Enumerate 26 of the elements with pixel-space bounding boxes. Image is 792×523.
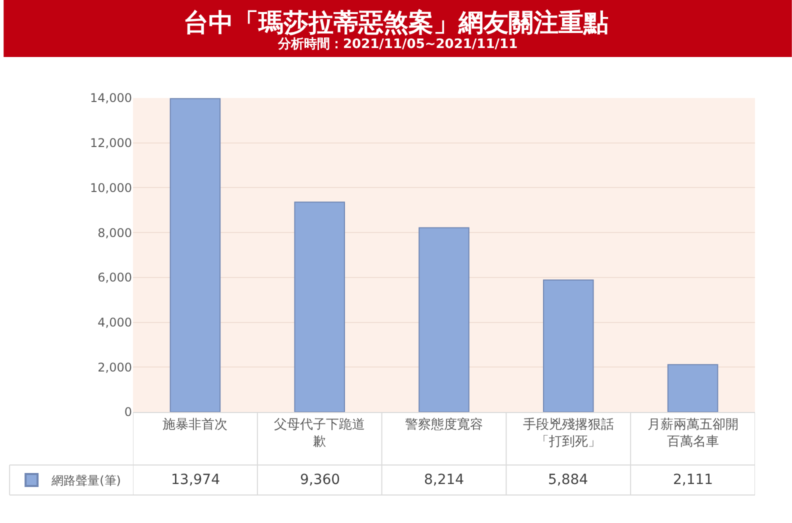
data-label: 9,360: [300, 472, 340, 488]
data-label: 5,884: [548, 472, 588, 488]
data-label: 13,974: [171, 472, 220, 488]
x-tick-label: 父母代子下跪道歉: [274, 418, 366, 450]
legend-label: 網路聲量(筆): [50, 474, 121, 488]
y-tick-label: 12,000: [90, 136, 132, 150]
bar: [543, 280, 594, 412]
x-tick-label: 月薪兩萬五卻開百萬名車: [647, 418, 738, 450]
y-tick-label: 0: [124, 405, 132, 420]
x-tick-label: 施暴非首次: [162, 418, 228, 433]
y-tick-label: 2,000: [98, 360, 132, 374]
y-tick-label: 6,000: [98, 270, 132, 285]
chart-title: 台中「瑪莎拉蒂惡煞案」網友關注重點: [184, 8, 608, 37]
y-tick-label: 8,000: [98, 226, 132, 240]
chart-subtitle: 分析時間：2021/11/05~2021/11/11: [277, 37, 518, 52]
bar: [170, 98, 221, 412]
bar: [294, 202, 345, 412]
y-tick-label: 4,000: [98, 315, 132, 330]
y-tick-label: 10,000: [90, 180, 132, 195]
bar: [418, 227, 470, 412]
x-tick-label: 手段兇殘撂狠話「打到死」: [522, 418, 614, 450]
data-label: 2,111: [673, 472, 714, 488]
y-tick-label: 14,000: [90, 91, 132, 106]
bar: [667, 364, 718, 412]
data-label: 8,214: [424, 472, 464, 488]
x-tick-label: 警察態度寬容: [405, 416, 483, 433]
